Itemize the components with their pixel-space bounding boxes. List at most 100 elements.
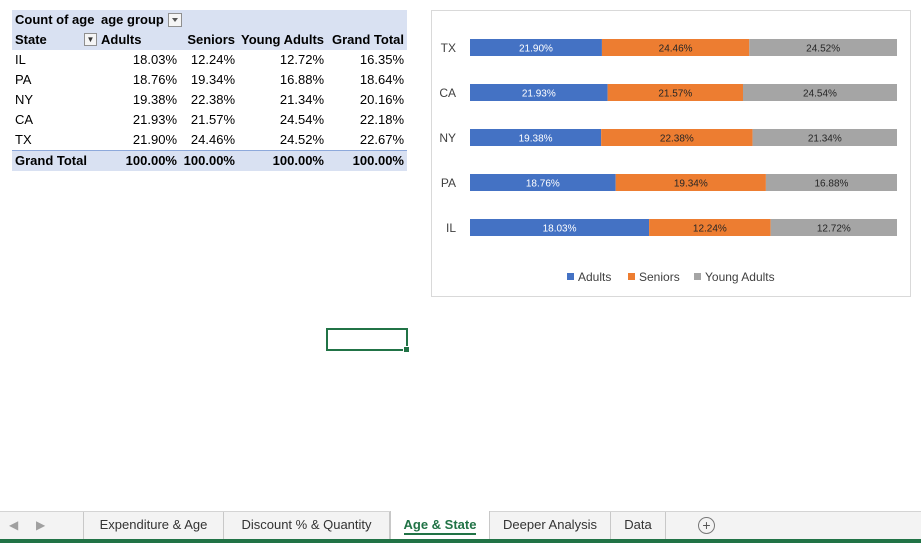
col-header-grand-total[interactable]: Grand Total [332,32,404,47]
total-cell[interactable]: 100.00% [272,153,324,168]
row-label[interactable]: CA [15,112,34,127]
col-header-young-adults[interactable]: Young Adults [241,32,325,47]
bar-segment[interactable] [752,129,897,146]
bar-segment[interactable] [765,174,897,191]
row-label[interactable]: IL [15,52,26,67]
total-cell[interactable]: 100.00% [183,153,235,168]
value-cell[interactable]: 18.76% [132,72,177,87]
stacked-bar-chart[interactable]: TX 21.90% 24.46% 24.52% CA 21.93% 21.57% 24.54%… [431,10,911,297]
status-accent-line [0,539,921,543]
value-cell[interactable]: 22.38% [190,92,235,107]
value-cell[interactable]: 24.54% [279,112,324,127]
column-filter-dropdown-icon[interactable] [167,12,182,27]
col-header-adults[interactable]: Adults [101,32,142,47]
bar-segment[interactable] [649,219,771,236]
legend-item[interactable]: Seniors [628,270,680,284]
tab-label: Deeper Analysis [503,517,597,532]
column-field-label: age group [101,12,164,27]
data-label: 24.52% [806,44,840,55]
plus-circle-icon[interactable]: + [698,517,715,534]
data-label: 18.76% [526,179,560,190]
chart-plot: TX 21.90% 24.46% 24.52% CA 21.93% 21.57% 24.54%… [439,39,897,284]
value-cell[interactable]: 12.24% [190,52,235,67]
tab-age-state[interactable]: Age & State [390,511,490,540]
data-label: 16.88% [814,179,848,190]
category-label: TX [441,41,456,55]
bar-segment[interactable] [615,174,766,191]
row-field-header[interactable]: State ▼ [12,30,98,50]
bar-segment[interactable] [470,84,608,101]
scroll-tabs-right-icon[interactable]: ▶ [36,518,46,532]
bar-segment[interactable] [470,39,602,56]
bar-segment[interactable] [470,174,616,191]
value-cell[interactable]: 24.46% [190,132,235,147]
table-row: NY 19.38% 22.38% 21.34% 20.16% [12,90,407,110]
pivot-table[interactable]: Count of age age group State ▼ Adults Se… [12,10,407,171]
data-label: 22.38% [660,134,694,145]
value-cell[interactable]: 21.93% [132,112,177,127]
data-label: 19.38% [519,134,553,145]
bar-segment[interactable] [770,219,897,236]
row-filter-icon[interactable]: ▼ [84,33,97,46]
category-label: NY [439,131,456,145]
value-cell[interactable]: 22.18% [359,112,404,127]
value-cell[interactable]: 19.34% [190,72,235,87]
total-cell[interactable]: 100.00% [125,153,177,168]
value-cell[interactable]: 21.34% [279,92,324,107]
value-cell[interactable]: 12.72% [279,52,324,67]
bar-segment[interactable] [607,84,743,101]
data-label: 19.34% [674,179,708,190]
data-label: 21.93% [522,89,556,100]
value-cell[interactable]: 22.67% [359,132,404,147]
tab-label: Expenditure & Age [99,517,208,532]
table-row: CA 21.93% 21.57% 24.54% 22.18% [12,110,407,130]
bar-segment[interactable] [470,129,602,146]
value-cell[interactable]: 16.35% [359,52,404,67]
legend-item[interactable]: Adults [567,270,611,284]
column-field-header[interactable]: age group [98,10,407,30]
bar-segment[interactable] [742,84,897,101]
data-label: 12.72% [817,224,851,235]
table-row: IL 18.03% 12.24% 12.72% 16.35% [12,50,407,70]
legend-swatch [694,273,701,280]
legend-label: Adults [578,270,611,284]
value-cell[interactable]: 21.90% [132,132,177,147]
bar-segment[interactable] [749,39,897,56]
value-cell[interactable]: 16.88% [279,72,324,87]
row-label[interactable]: NY [15,92,34,107]
tab-discount-quantity[interactable]: Discount % & Quantity [224,512,390,539]
value-cell[interactable]: 24.52% [279,132,324,147]
legend-item[interactable]: Young Adults [694,270,775,284]
scroll-tabs-left-icon[interactable]: ◀ [9,518,19,532]
data-label: 24.54% [803,89,837,100]
legend-swatch [628,273,635,280]
sheet-tab-bar: ◀ ▶ Expenditure & Age Discount % & Quant… [0,511,921,540]
tab-expenditure-age[interactable]: Expenditure & Age [83,512,224,539]
selected-cell[interactable] [326,328,410,353]
value-cell[interactable]: 20.16% [359,92,404,107]
data-label: 21.34% [808,134,842,145]
table-row: PA 18.76% 19.34% 16.88% 18.64% [12,70,407,90]
legend-swatch [567,273,574,280]
tab-label: Data [624,517,652,532]
bar-segment[interactable] [601,39,750,56]
bar-segment[interactable] [470,219,650,236]
table-row: TX 21.90% 24.46% 24.52% 22.67% [12,130,407,150]
value-cell[interactable]: 21.57% [190,112,235,127]
row-label[interactable]: TX [15,132,32,147]
legend-label: Seniors [639,270,680,284]
row-label[interactable]: PA [15,72,32,87]
bar-segment[interactable] [601,129,753,146]
data-label: 21.90% [519,44,553,55]
total-cell[interactable]: 100.00% [352,153,404,168]
data-label: 18.03% [543,224,577,235]
col-header-seniors[interactable]: Seniors [187,32,235,47]
tab-data[interactable]: Data [611,512,666,539]
data-label: 21.57% [658,89,692,100]
value-cell[interactable]: 18.64% [359,72,404,87]
value-cell[interactable]: 18.03% [132,52,177,67]
pivot-corner-label[interactable]: Count of age [15,12,95,27]
tab-deeper-analysis[interactable]: Deeper Analysis [490,512,611,539]
grand-total-label[interactable]: Grand Total [15,153,87,168]
value-cell[interactable]: 19.38% [132,92,177,107]
